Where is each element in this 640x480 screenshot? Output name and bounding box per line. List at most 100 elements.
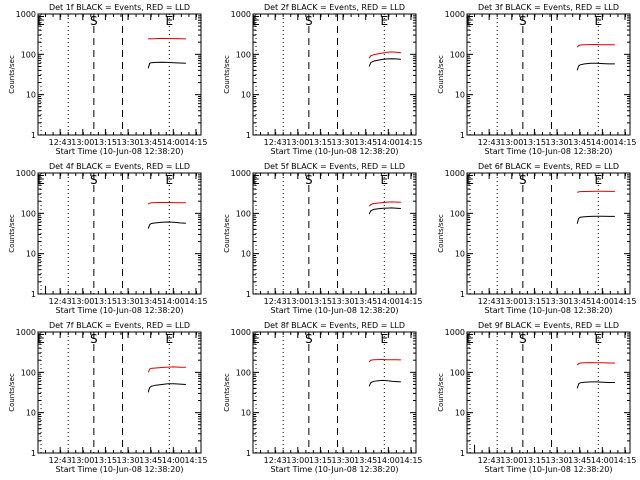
- chart-panel-5: Det 5f BLACK = Events, RED = LLD 1 10 100 10…: [223, 162, 423, 315]
- y-axis-label: Counts/sec: [8, 373, 16, 412]
- x-tick-label: 14:15: [613, 297, 636, 306]
- series-line-events: [576, 215, 615, 224]
- x-tick-label: 14:15: [613, 138, 636, 147]
- series-line-events: [147, 383, 186, 393]
- x-tick-label: 13:30: [117, 456, 140, 465]
- series-line-events: [147, 221, 186, 229]
- x-tick-label: 12:43: [49, 456, 72, 465]
- y-tick-label: 100: [450, 50, 465, 59]
- series-line-events: [576, 381, 615, 389]
- x-tick-label: 13:15: [309, 138, 332, 147]
- series-line-lld: [147, 366, 186, 373]
- series-line-lld: [368, 51, 401, 59]
- series-line-lld: [576, 43, 615, 48]
- time-marker-label: E: [595, 332, 603, 346]
- y-tick-label: 1000: [445, 328, 465, 337]
- chart-title: Det 1f BLACK = Events, RED = LLD: [49, 3, 190, 12]
- chart-title: Det 6f BLACK = Events, RED = LLD: [478, 162, 619, 171]
- x-tick-label: 14:15: [399, 297, 422, 306]
- x-tick-label: 13:15: [94, 138, 117, 147]
- y-tick-label: 100: [450, 209, 465, 218]
- x-tick-label: 14:00: [591, 297, 614, 306]
- y-tick-label: 1000: [16, 10, 36, 19]
- x-tick-label: 13:45: [139, 456, 162, 465]
- series-line-lld: [147, 202, 186, 205]
- y-tick-label: 1000: [16, 328, 36, 337]
- time-marker-label: E: [595, 14, 603, 28]
- chart-title: Det 4f BLACK = Events, RED = LLD: [49, 162, 190, 171]
- x-tick-label: 13:15: [523, 456, 546, 465]
- y-tick-label: 10: [455, 409, 465, 418]
- chart-title: Det 5f BLACK = Events, RED = LLD: [264, 162, 405, 171]
- x-tick-label: 13:45: [139, 138, 162, 147]
- x-tick-label: 13:00: [286, 138, 309, 147]
- x-tick-label: 13:45: [568, 138, 591, 147]
- x-tick-label: 14:00: [377, 456, 400, 465]
- time-marker-label: E: [252, 14, 260, 28]
- chart-panel-8: Det 8f BLACK = Events, RED = LLD 1 10 100 10…: [223, 321, 423, 474]
- x-tick-label: 13:30: [546, 456, 569, 465]
- x-tick-label: 14:00: [377, 138, 400, 147]
- chart-title: Det 3f BLACK = Events, RED = LLD: [478, 3, 619, 12]
- series-line-lld: [368, 201, 401, 207]
- x-tick-label: 14:00: [162, 297, 185, 306]
- time-marker-label: E: [381, 332, 389, 346]
- time-marker-label: E: [252, 332, 260, 346]
- x-tick-label: 14:00: [162, 138, 185, 147]
- y-axis-label: Counts/sec: [437, 55, 445, 94]
- x-tick-label: 14:00: [377, 297, 400, 306]
- x-tick-label: 12:43: [264, 138, 287, 147]
- y-axis-label: Counts/sec: [223, 214, 231, 253]
- y-tick-label: 1000: [445, 169, 465, 178]
- y-tick-label: 10: [455, 250, 465, 259]
- plot-frame: [252, 331, 417, 454]
- y-tick-label: 1: [246, 290, 251, 299]
- y-tick-label: 1: [31, 131, 36, 140]
- series-line-events: [368, 207, 401, 215]
- time-marker-label: E: [381, 173, 389, 187]
- y-tick-label: 10: [455, 91, 465, 100]
- x-tick-label: 12:43: [478, 456, 501, 465]
- y-tick-label: 1000: [231, 10, 251, 19]
- time-marker-label: E: [466, 332, 474, 346]
- x-axis-label: Start Time (10-Jun-08 12:38:20): [485, 465, 613, 474]
- x-tick-label: 13:45: [354, 138, 377, 147]
- x-tick-label: 12:43: [264, 297, 287, 306]
- y-tick-label: 1000: [445, 10, 465, 19]
- x-tick-label: 14:00: [591, 456, 614, 465]
- y-tick-label: 10: [26, 250, 36, 259]
- y-tick-label: 100: [21, 368, 36, 377]
- time-marker-label: S: [305, 14, 313, 28]
- x-tick-label: 14:15: [184, 138, 207, 147]
- x-tick-label: 13:30: [546, 138, 569, 147]
- x-tick-label: 13:30: [332, 456, 355, 465]
- x-tick-label: 14:15: [184, 456, 207, 465]
- y-tick-label: 1000: [231, 328, 251, 337]
- series-line-lld: [576, 362, 615, 366]
- y-tick-label: 10: [241, 250, 251, 259]
- y-tick-label: 1: [31, 449, 36, 458]
- x-tick-label: 13:00: [71, 138, 94, 147]
- y-tick-label: 1: [460, 290, 465, 299]
- x-tick-label: 13:15: [94, 297, 117, 306]
- x-axis-label: Start Time (10-Jun-08 12:38:20): [56, 465, 184, 474]
- x-tick-label: 13:15: [309, 456, 332, 465]
- time-marker-label: S: [305, 173, 313, 187]
- time-marker-label: E: [166, 173, 174, 187]
- time-marker-label: E: [166, 14, 174, 28]
- x-tick-label: 13:15: [523, 138, 546, 147]
- chart-title: Det 7f BLACK = Events, RED = LLD: [49, 321, 190, 330]
- chart-panel-6: Det 6f BLACK = Events, RED = LLD 1 10 100 10…: [437, 162, 637, 315]
- y-tick-label: 100: [236, 50, 251, 59]
- time-marker-label: E: [37, 173, 45, 187]
- x-tick-label: 13:00: [500, 297, 523, 306]
- time-marker-label: E: [466, 14, 474, 28]
- time-marker-label: S: [90, 14, 98, 28]
- x-tick-label: 13:00: [286, 297, 309, 306]
- y-tick-label: 1: [246, 131, 251, 140]
- x-tick-label: 12:43: [264, 456, 287, 465]
- time-marker-label: S: [305, 332, 313, 346]
- y-tick-label: 10: [26, 91, 36, 100]
- time-marker-label: S: [519, 173, 527, 187]
